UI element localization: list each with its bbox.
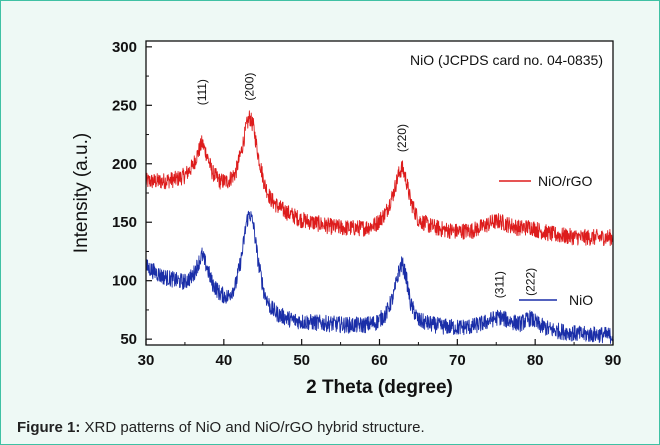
y-tick-label: 300 — [112, 39, 137, 56]
x-tick-label: 60 — [371, 352, 388, 369]
x-tick-label: 30 — [138, 352, 155, 369]
x-tick-label: 70 — [449, 352, 466, 369]
x-tick-label: 80 — [527, 352, 544, 369]
y-tick-label: 50 — [120, 331, 137, 348]
x-tick-label: 50 — [293, 352, 310, 369]
peak-label: (200) — [243, 73, 257, 101]
x-tick-label: 90 — [605, 352, 622, 369]
y-tick-label: 150 — [112, 214, 137, 231]
series-line-nio-rgo — [145, 110, 614, 246]
y-tick-label: 100 — [112, 273, 137, 290]
caption-label: Figure 1: — [17, 419, 81, 436]
y-axis-label: Intensity (a.u.) — [71, 133, 92, 253]
peak-label: (111) — [195, 79, 209, 105]
x-tick-label: 40 — [215, 352, 232, 369]
peak-label: (311) — [492, 271, 506, 298]
figure-caption: Figure 1: XRD patterns of NiO and NiO/rG… — [17, 419, 425, 436]
y-tick-label: 200 — [112, 156, 137, 173]
xrd-chart: 30 40 50 60 70 80 90 50 100 150 200 250 300 2 Theta (… — [71, 39, 622, 398]
peak-label: (222) — [523, 268, 537, 296]
x-axis-label: 2 Theta (degree) — [306, 377, 453, 398]
legend-label-nio-rgo: NiO/rGO — [538, 173, 593, 189]
series-line-nio — [145, 210, 614, 344]
y-tick-label: 250 — [112, 97, 137, 114]
peak-label: (220) — [395, 124, 409, 152]
caption-text: XRD patterns of NiO and NiO/rGO hybrid s… — [80, 419, 425, 436]
legend-label-nio: NiO — [569, 292, 593, 308]
reference-annotation: NiO (JCPDS card no. 04-0835) — [410, 52, 603, 68]
